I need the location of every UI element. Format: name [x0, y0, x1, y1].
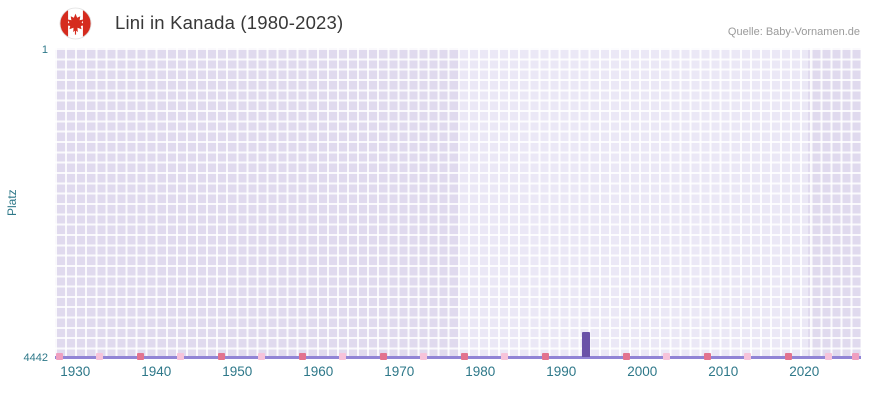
axis-mark [825, 353, 833, 360]
x-tick-label: 2010 [708, 364, 739, 379]
y-axis-title: Platz [5, 189, 19, 217]
x-axis-labels: 1930 1940 1950 1960 1970 1980 1990 2000 2010 2020 [55, 364, 861, 384]
y-tick-bottom: 4442 [23, 352, 48, 364]
chart-title: Lini in Kanada (1980-2023) [115, 12, 344, 33]
axis-mark [379, 353, 387, 360]
axis-mark [663, 353, 671, 360]
chart-header: Lini in Kanada (1980-2023) Quelle: Baby-… [0, 0, 873, 46]
x-tick-label: 1970 [384, 364, 415, 379]
rank-bar[interactable] [581, 332, 590, 357]
x-tick-label: 1940 [141, 364, 172, 379]
x-tick-label: 1950 [222, 364, 253, 379]
axis-mark [744, 353, 752, 360]
axis-mark [784, 353, 792, 360]
x-tick-label: 1980 [465, 364, 496, 379]
x-axis-line [55, 356, 861, 359]
axis-mark [136, 353, 144, 360]
axis-mark [622, 353, 630, 360]
x-tick-label: 2000 [627, 364, 658, 379]
x-tick-label: 1960 [303, 364, 334, 379]
y-tick-top: 1 [41, 44, 48, 56]
axis-mark [851, 353, 859, 360]
axis-mark [460, 353, 468, 360]
plot-area[interactable] [55, 48, 861, 360]
axis-mark [501, 353, 509, 360]
canada-flag-icon [59, 7, 92, 40]
x-tick-label: 1930 [60, 364, 91, 379]
axis-mark [258, 353, 266, 360]
axis-mark [177, 353, 185, 360]
axis-mark [420, 353, 428, 360]
axis-mark [96, 353, 104, 360]
axis-mark [55, 353, 63, 360]
source-credit: Quelle: Baby-Vornamen.de [727, 26, 860, 38]
axis-mark [703, 353, 711, 360]
axis-mark [339, 353, 347, 360]
x-tick-label: 1990 [546, 364, 577, 379]
x-tick-label: 2020 [789, 364, 820, 379]
axis-mark [298, 353, 306, 360]
axis-mark [217, 353, 225, 360]
grid-lines [55, 48, 861, 358]
axis-mark [541, 353, 549, 360]
